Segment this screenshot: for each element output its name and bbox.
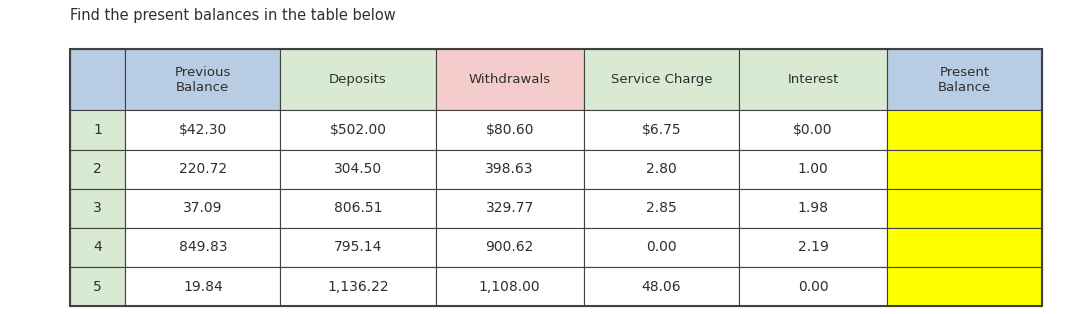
Text: 1,136.22: 1,136.22 [327, 279, 389, 294]
Text: 1,108.00: 1,108.00 [478, 279, 540, 294]
Text: 2.80: 2.80 [646, 162, 677, 176]
Bar [70, 49, 125, 111]
Text: 220.72: 220.72 [179, 162, 227, 176]
Bar [125, 149, 281, 189]
Text: 48.06: 48.06 [642, 279, 681, 294]
Text: $6.75: $6.75 [642, 123, 681, 137]
Bar [70, 267, 125, 306]
Bar [281, 267, 435, 306]
Text: $42.30: $42.30 [178, 123, 227, 137]
Bar [70, 149, 125, 189]
Bar [70, 189, 125, 228]
Bar [887, 111, 1042, 149]
Text: 2.19: 2.19 [797, 241, 828, 254]
Bar [281, 189, 435, 228]
Text: Service Charge: Service Charge [610, 73, 712, 86]
Bar [583, 189, 739, 228]
Text: Interest: Interest [787, 73, 839, 86]
Bar [435, 111, 583, 149]
Text: Deposits: Deposits [329, 73, 387, 86]
Text: 37.09: 37.09 [184, 201, 222, 215]
Bar [739, 267, 887, 306]
Text: Present
Balance: Present Balance [939, 66, 991, 94]
Text: Find the present balances in the table below: Find the present balances in the table b… [70, 8, 396, 23]
Text: 0.00: 0.00 [646, 241, 677, 254]
Text: 2.85: 2.85 [646, 201, 677, 215]
Bar [887, 49, 1042, 111]
Text: 1.00: 1.00 [798, 162, 828, 176]
Bar [887, 149, 1042, 189]
Text: 1.98: 1.98 [797, 201, 828, 215]
Bar [435, 149, 583, 189]
Bar [125, 49, 281, 111]
Bar [435, 49, 583, 111]
Bar [70, 111, 125, 149]
Bar [70, 49, 1042, 306]
Text: Previous
Balance: Previous Balance [175, 66, 231, 94]
Text: 849.83: 849.83 [178, 241, 227, 254]
Bar [887, 267, 1042, 306]
Text: 398.63: 398.63 [485, 162, 534, 176]
Text: 0.00: 0.00 [798, 279, 828, 294]
Bar [583, 267, 739, 306]
Bar [583, 228, 739, 267]
Bar [125, 111, 281, 149]
Bar [281, 149, 435, 189]
Text: 795.14: 795.14 [334, 241, 382, 254]
Bar [435, 267, 583, 306]
Bar [281, 111, 435, 149]
Bar [435, 228, 583, 267]
Text: $0.00: $0.00 [793, 123, 833, 137]
Text: 806.51: 806.51 [334, 201, 382, 215]
Bar [887, 228, 1042, 267]
Bar [435, 189, 583, 228]
Bar [583, 149, 739, 189]
Text: 304.50: 304.50 [334, 162, 382, 176]
Bar [281, 49, 435, 111]
Bar [583, 49, 739, 111]
Bar [739, 228, 887, 267]
Text: 5: 5 [93, 279, 103, 294]
Text: 4: 4 [93, 241, 103, 254]
Bar [739, 111, 887, 149]
Bar [125, 189, 281, 228]
Text: 900.62: 900.62 [486, 241, 534, 254]
Bar [125, 267, 281, 306]
Text: Withdrawals: Withdrawals [469, 73, 551, 86]
Bar [281, 228, 435, 267]
Text: $502.00: $502.00 [329, 123, 387, 137]
Bar [70, 228, 125, 267]
Text: 1: 1 [93, 123, 103, 137]
Text: 2: 2 [93, 162, 103, 176]
Bar [739, 149, 887, 189]
Bar [739, 189, 887, 228]
Bar [739, 49, 887, 111]
Bar [125, 228, 281, 267]
Bar [887, 189, 1042, 228]
Bar [583, 111, 739, 149]
Text: 3: 3 [93, 201, 103, 215]
Text: 19.84: 19.84 [183, 279, 222, 294]
Text: $80.60: $80.60 [485, 123, 534, 137]
Text: 329.77: 329.77 [486, 201, 534, 215]
